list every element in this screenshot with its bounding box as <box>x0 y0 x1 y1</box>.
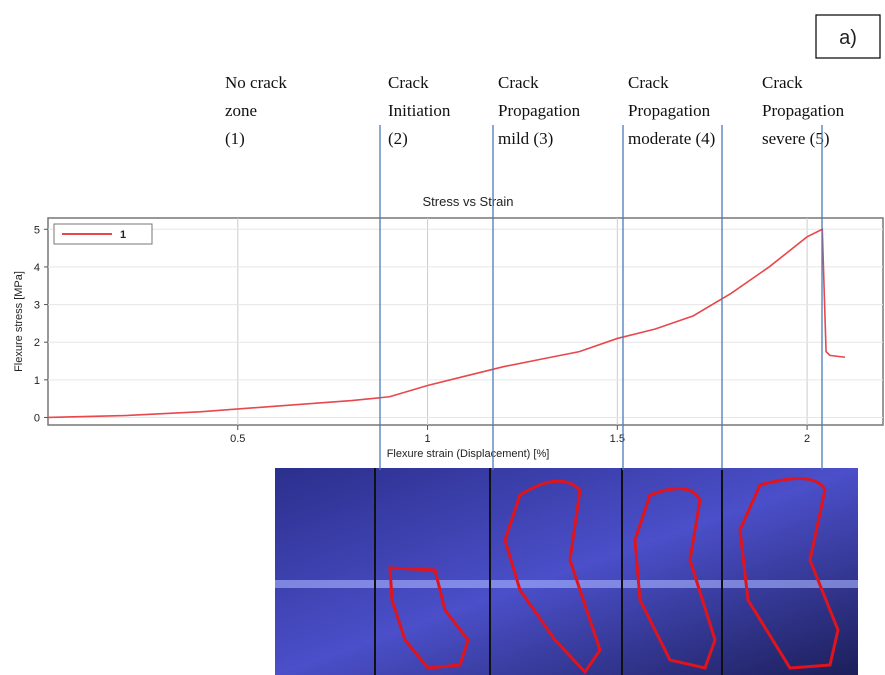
zone-label: Propagation <box>628 101 711 120</box>
y-tick-label: 2 <box>34 337 40 349</box>
zone-label: Crack <box>498 73 539 92</box>
y-axis-label: Flexure stress [MPa] <box>13 271 25 372</box>
x-tick-label: 2 <box>804 433 810 445</box>
legend-label: 1 <box>120 229 126 241</box>
zone-label: zone <box>225 101 257 120</box>
chart: a) No crack zone (1) Crack Initiation (2) Crac… <box>0 0 885 675</box>
zone-label: Propagation <box>498 101 581 120</box>
zone-label: Initiation <box>388 101 451 120</box>
panel-label: a) <box>839 27 857 49</box>
zone-label: No crack <box>225 73 287 92</box>
plot-area <box>48 218 883 425</box>
page: a) No crack zone (1) Crack Initiation (2) Crac… <box>0 0 885 675</box>
photo-strip <box>275 468 858 675</box>
y-tick-label: 3 <box>34 300 40 312</box>
x-tick-label: 0.5 <box>230 433 245 445</box>
zone-label: Propagation <box>762 101 845 120</box>
zone-label: Crack <box>628 73 669 92</box>
photo-crack-line <box>275 580 858 588</box>
photos <box>275 468 858 675</box>
zone-label: (2) <box>388 129 408 148</box>
y-tick-label: 0 <box>34 412 40 424</box>
zone-label: Crack <box>762 73 803 92</box>
zone-label: severe (5) <box>762 129 830 148</box>
zone-label: mild (3) <box>498 129 553 148</box>
y-tick-label: 4 <box>34 262 40 274</box>
chart-title: Stress vs Strain <box>422 194 513 209</box>
zone-label: moderate (4) <box>628 129 715 148</box>
zone-label: (1) <box>225 129 245 148</box>
x-tick-label: 1 <box>424 433 430 445</box>
zone-label: Crack <box>388 73 429 92</box>
y-tick-label: 1 <box>34 375 40 387</box>
y-tick-label: 5 <box>34 224 40 236</box>
x-axis-label: Flexure strain (Displacement) [%] <box>387 448 550 460</box>
